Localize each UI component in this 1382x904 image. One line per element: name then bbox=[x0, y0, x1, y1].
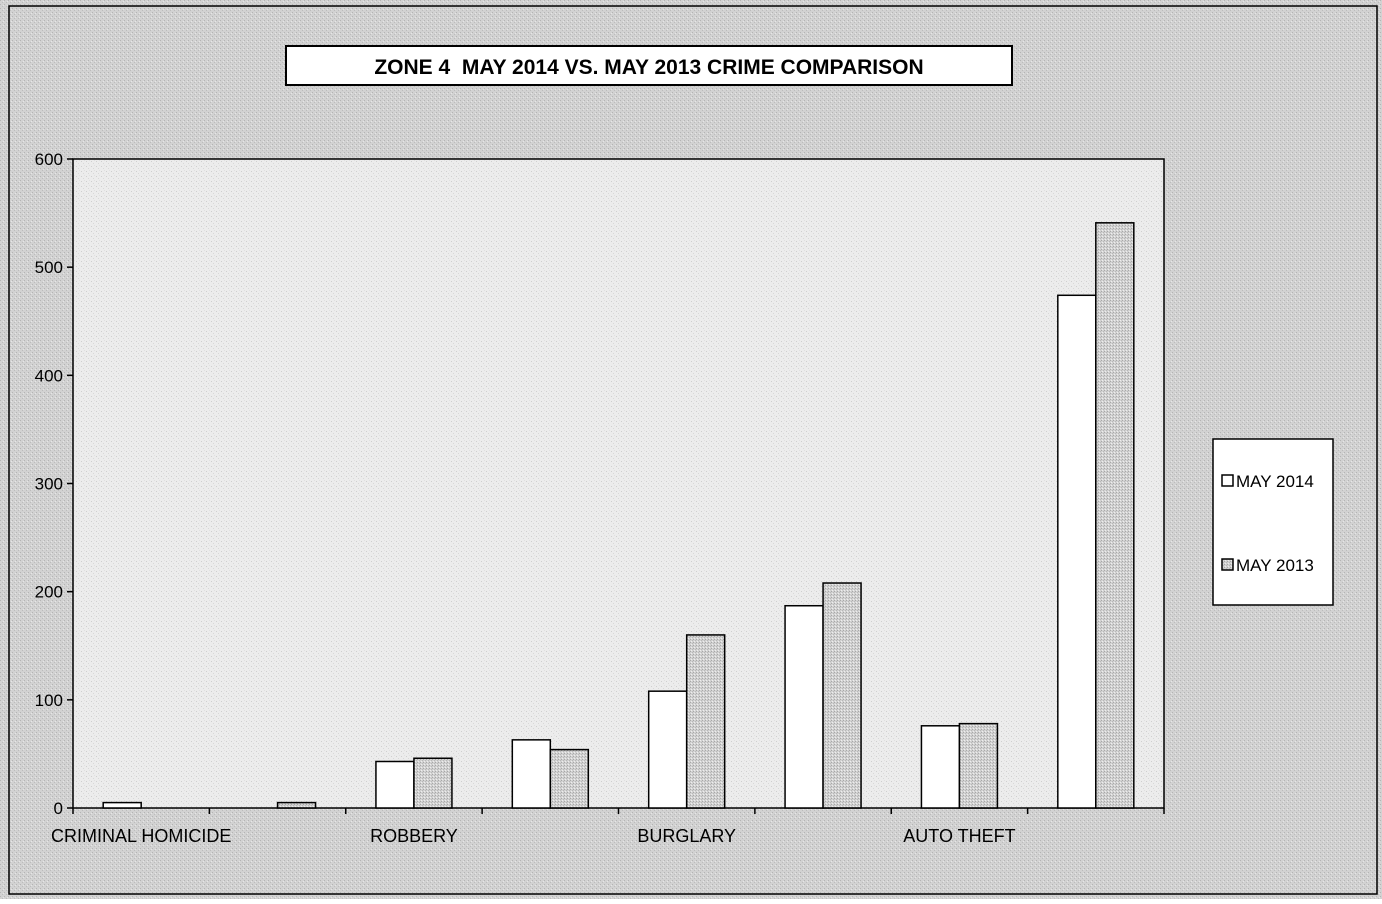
bar-may-2013 bbox=[276, 801, 317, 809]
plot-area bbox=[72, 158, 1165, 809]
bar-may-2014 bbox=[102, 801, 142, 809]
legend-swatch-may-2013 bbox=[1221, 558, 1234, 571]
bar-may-2013 bbox=[685, 634, 726, 809]
chart-title-box bbox=[285, 45, 1013, 86]
y-tick-label: 300 bbox=[35, 475, 63, 494]
bar-may-2013 bbox=[822, 582, 862, 809]
bar-may-2014 bbox=[1057, 294, 1097, 809]
bar-may-2014 bbox=[784, 604, 824, 809]
y-tick-label: 200 bbox=[35, 583, 63, 602]
y-tick-label: 100 bbox=[35, 691, 63, 710]
legend-swatch-may-2014 bbox=[1221, 474, 1234, 487]
y-tick-label: 400 bbox=[35, 366, 63, 385]
legend-box bbox=[1212, 438, 1334, 606]
bar-may-2013 bbox=[549, 748, 590, 809]
legend: MAY 2014 MAY 2013 bbox=[1212, 438, 1334, 606]
x-tick-label: AUTO THEFT bbox=[903, 826, 1015, 846]
x-tick-label: ROBBERY bbox=[370, 826, 458, 846]
legend-label-may-2013: MAY 2013 bbox=[1236, 556, 1314, 575]
y-tick-label: 600 bbox=[35, 150, 63, 169]
y-axis: 0 100 200 300 400 500 600 bbox=[35, 150, 73, 818]
y-tick-label: 500 bbox=[35, 258, 63, 277]
bar-may-2013 bbox=[413, 757, 453, 809]
x-tick-label: CRIMINAL HOMICIDE bbox=[51, 826, 231, 846]
bar-may-2014 bbox=[511, 739, 552, 809]
bar-may-2013 bbox=[958, 722, 999, 809]
y-tick-label: 0 bbox=[54, 799, 63, 818]
bars-group bbox=[102, 222, 1135, 809]
x-tick-label: BURGLARY bbox=[637, 826, 736, 846]
legend-label-may-2014: MAY 2014 bbox=[1236, 472, 1314, 491]
chart-border bbox=[8, 5, 1378, 895]
bar-may-2014 bbox=[375, 760, 415, 809]
x-axis: CRIMINAL HOMICIDE ROBBERY BURGLARY AUTO THE… bbox=[51, 808, 1165, 846]
bar-may-2013 bbox=[1095, 222, 1135, 809]
bar-may-2014 bbox=[920, 725, 961, 809]
bar-may-2014 bbox=[647, 690, 688, 809]
chart-title: ZONE 4 MAY 2014 VS. MAY 2013 CRIME COMPA… bbox=[374, 56, 923, 79]
